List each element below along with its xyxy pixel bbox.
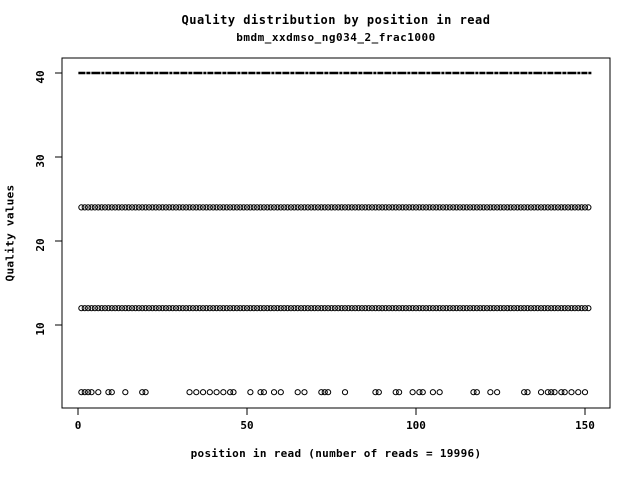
svg-text:10: 10 [34, 322, 47, 335]
y-axis-label: Quality values [3, 184, 17, 282]
axis-ticks: 0 50 100 150 10 20 30 40 [34, 70, 595, 432]
data-points [78, 71, 592, 396]
chart-title: Quality distribution by position in read [181, 13, 491, 27]
svg-text:50: 50 [240, 419, 253, 432]
svg-text:40: 40 [34, 70, 47, 83]
svg-text:30: 30 [34, 154, 47, 167]
svg-text:100: 100 [406, 419, 426, 432]
x-axis-label: position in read (number of reads = 1999… [190, 447, 482, 460]
plot-box [61, 57, 611, 409]
svg-text:0: 0 [75, 419, 82, 432]
svg-text:150: 150 [575, 419, 595, 432]
svg-text:20: 20 [34, 238, 47, 251]
chart-subtitle: bmdm_xxdmso_ng034_2_frac1000 [236, 31, 436, 44]
